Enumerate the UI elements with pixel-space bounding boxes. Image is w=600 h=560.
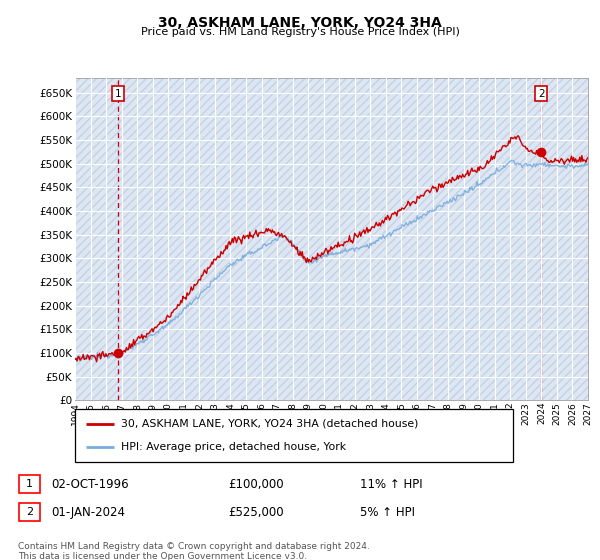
FancyBboxPatch shape bbox=[19, 475, 40, 493]
Text: £100,000: £100,000 bbox=[228, 478, 284, 491]
Text: 1: 1 bbox=[26, 479, 33, 489]
Text: £525,000: £525,000 bbox=[228, 506, 284, 519]
Text: 02-OCT-1996: 02-OCT-1996 bbox=[51, 478, 128, 491]
Text: Contains HM Land Registry data © Crown copyright and database right 2024.
This d: Contains HM Land Registry data © Crown c… bbox=[18, 542, 370, 560]
FancyBboxPatch shape bbox=[19, 503, 40, 521]
Text: 11% ↑ HPI: 11% ↑ HPI bbox=[360, 478, 422, 491]
Text: HPI: Average price, detached house, York: HPI: Average price, detached house, York bbox=[121, 442, 346, 452]
Text: 2: 2 bbox=[538, 88, 545, 99]
FancyBboxPatch shape bbox=[75, 409, 513, 462]
Text: 01-JAN-2024: 01-JAN-2024 bbox=[51, 506, 125, 519]
Text: 5% ↑ HPI: 5% ↑ HPI bbox=[360, 506, 415, 519]
Text: 1: 1 bbox=[115, 88, 121, 99]
Text: 30, ASKHAM LANE, YORK, YO24 3HA (detached house): 30, ASKHAM LANE, YORK, YO24 3HA (detache… bbox=[121, 419, 418, 429]
Text: 2: 2 bbox=[26, 507, 33, 517]
Text: 30, ASKHAM LANE, YORK, YO24 3HA: 30, ASKHAM LANE, YORK, YO24 3HA bbox=[158, 16, 442, 30]
Text: Price paid vs. HM Land Registry's House Price Index (HPI): Price paid vs. HM Land Registry's House … bbox=[140, 27, 460, 37]
